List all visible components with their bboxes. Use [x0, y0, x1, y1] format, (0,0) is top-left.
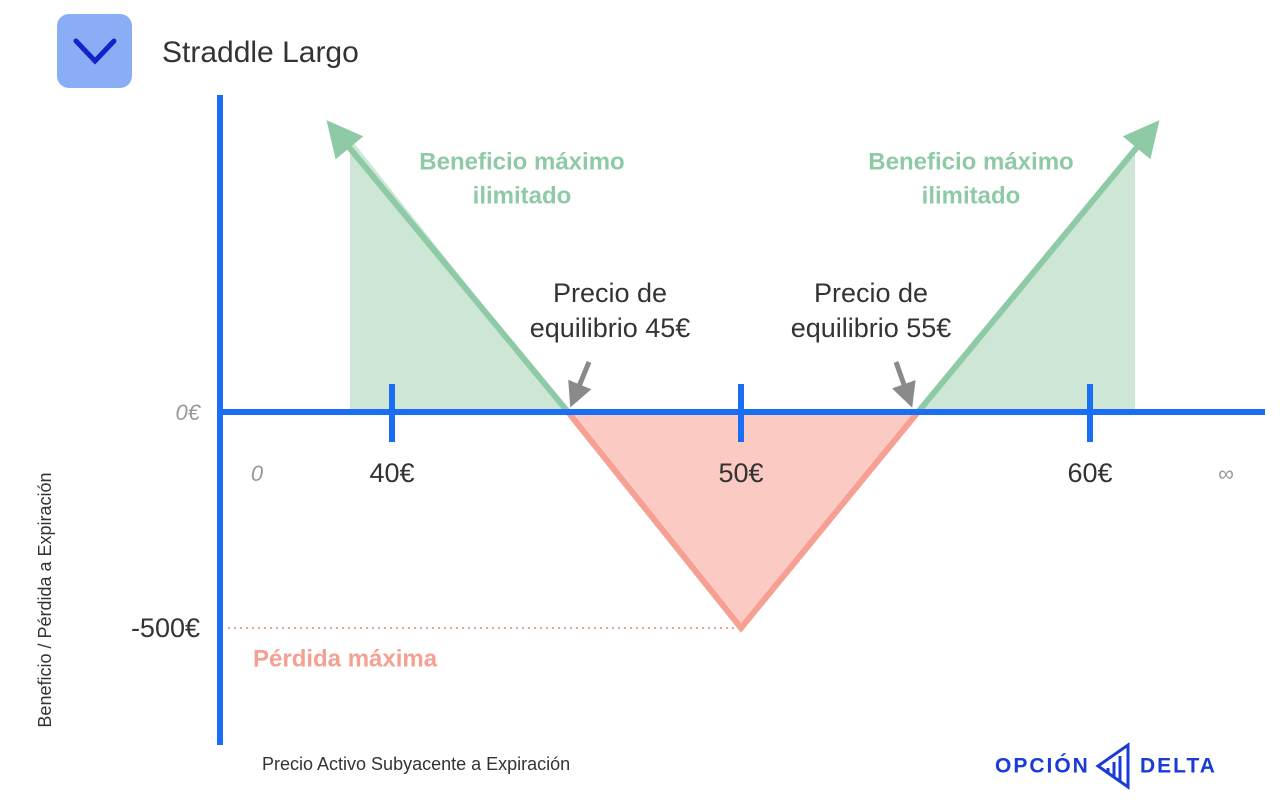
- menu-button[interactable]: [57, 14, 132, 88]
- loss-area: [568, 412, 918, 628]
- x-axis-title: Precio Activo Subyacente a Expiración: [262, 754, 570, 774]
- logo-icon: [1106, 756, 1122, 781]
- profit-arrow-left: [326, 120, 571, 414]
- pointer-arrow: [568, 361, 592, 408]
- x-end-label: ∞: [1218, 461, 1234, 486]
- annotation: Pérdida máxima: [253, 645, 438, 672]
- annotation: Beneficio máximo: [419, 148, 624, 175]
- annotation: Precio de: [814, 278, 928, 308]
- x-tick-label: 60€: [1067, 458, 1112, 488]
- pointer-arrow: [892, 361, 916, 408]
- loss-line: [565, 410, 921, 633]
- logo-text: OPCIÓN: [995, 754, 1090, 778]
- title: Straddle Largo: [162, 36, 359, 69]
- y-axis-title: Beneficio / Pérdida a Expiración: [35, 472, 55, 727]
- x-tick-label: 40€: [369, 458, 414, 488]
- min-label: -500€: [131, 613, 200, 643]
- zero-label: 0€: [176, 400, 202, 425]
- x-start-label: 0: [251, 461, 264, 486]
- annotation: ilimitado: [473, 182, 572, 209]
- chevron-icon: [73, 38, 117, 65]
- annotation: ilimitado: [922, 182, 1021, 209]
- annotation: Beneficio máximo: [868, 148, 1073, 175]
- annotation: equilibrio 45€: [530, 313, 691, 343]
- logo-text: DELTA: [1140, 755, 1217, 778]
- profit-arrow-right: [915, 120, 1160, 414]
- annotation: Precio de: [553, 278, 667, 308]
- x-tick-label: 50€: [718, 458, 763, 488]
- annotation: equilibrio 55€: [791, 313, 952, 343]
